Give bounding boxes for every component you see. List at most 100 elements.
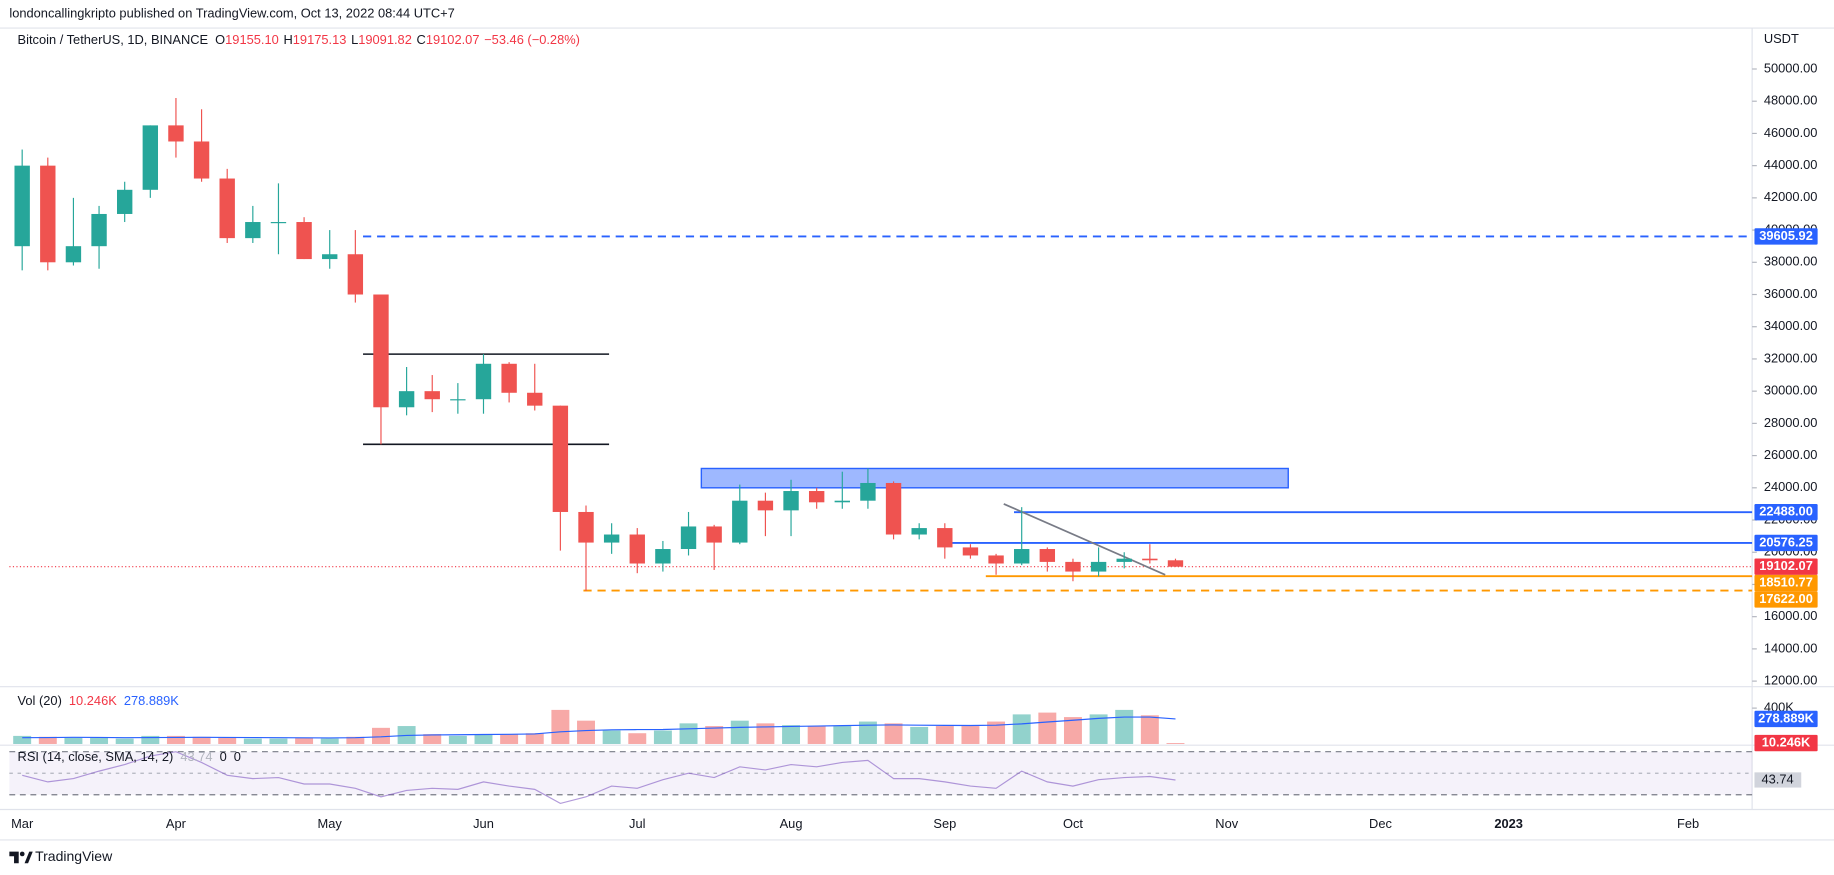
y-tick-label: 44000.00 (1764, 157, 1818, 172)
y-tick-label: 48000.00 (1764, 93, 1818, 108)
volume-bar (1140, 715, 1159, 744)
volume-bar (705, 726, 724, 744)
candle-body (1039, 549, 1056, 562)
volume-bar (474, 735, 493, 744)
price-tag (1754, 558, 1818, 575)
rsi-tag-label: 43.74 (1761, 771, 1793, 786)
candle-body (629, 534, 645, 564)
candle-body (245, 222, 261, 239)
x-tick-label: Mar (11, 816, 34, 831)
rsi-title: RSI (14, close, SMA, 14, 2) (18, 749, 174, 764)
y-tick-label: 26000.00 (1764, 447, 1818, 462)
volume-bar (192, 736, 211, 744)
candle-body (732, 500, 748, 543)
ohlc-value: 19102.07 (426, 32, 480, 47)
price-tag (1754, 591, 1818, 608)
volume-bar (1166, 743, 1185, 744)
volume-bar (64, 737, 83, 744)
volume-bar (628, 733, 647, 744)
y-tick-label: 16000.00 (1764, 608, 1818, 623)
price-tag-label: 17622.00 (1759, 591, 1813, 606)
candle-body (527, 392, 543, 406)
volume-bar (90, 737, 109, 744)
candle-body (937, 528, 953, 548)
candle-body (783, 491, 799, 511)
volume-bar (884, 723, 903, 744)
ohlc-key: H (283, 32, 292, 47)
footer-brand: TradingView (35, 848, 113, 864)
volume-bar (910, 726, 929, 744)
ohlc-key: O (215, 32, 225, 47)
price-tag (1754, 228, 1818, 245)
candle-body (14, 165, 30, 247)
x-tick-label: Jul (629, 816, 645, 831)
volume-bar (525, 733, 544, 744)
trendline (1003, 503, 1166, 576)
price-tag-label: 18510.77 (1759, 574, 1813, 589)
volume-bar (243, 738, 262, 744)
price-tag (1754, 734, 1818, 752)
volume-bar (807, 726, 826, 744)
volume-bar (858, 721, 877, 744)
volume-bar (987, 721, 1006, 744)
volume-bar (13, 735, 32, 744)
candle-body (834, 500, 850, 503)
volume-bar (372, 727, 390, 744)
x-tick-label: Sep (933, 816, 956, 831)
x-tick-label: 2023 (1494, 816, 1523, 831)
volume-bar (320, 738, 339, 744)
volume-bar (653, 730, 672, 744)
candle-body (1167, 560, 1184, 567)
candle-body (706, 526, 722, 543)
candle-body (450, 399, 466, 401)
volume-bar (1115, 709, 1134, 744)
price-tag-label: 20576.25 (1759, 534, 1813, 549)
volume-ma-last: 278.889K (124, 693, 179, 708)
candle-body (655, 549, 671, 564)
candle-body (860, 482, 876, 501)
y-tick-label: 42000.00 (1764, 189, 1818, 204)
x-tick-label: Feb (1677, 816, 1699, 831)
ohlc-value: 19175.13 (293, 32, 347, 47)
candle-body (1116, 558, 1132, 562)
rsi-legend: RSI (14, close, SMA, 14, 2) 43.74 0 0 (18, 749, 241, 764)
volume-bar (346, 736, 365, 744)
price-tag (1754, 503, 1818, 521)
candle-body (578, 511, 594, 543)
zone (700, 467, 1289, 489)
price-tag-label: 10.246K (1762, 734, 1811, 749)
attribution: londoncallingkripto published on Trading… (9, 5, 454, 20)
volume-tick-label: 400K (1764, 700, 1794, 715)
rsi-value: 43.74 (180, 749, 212, 764)
volume-last: 10.246K (69, 693, 117, 708)
volume-bar (115, 738, 134, 744)
volume-legend: Vol (20) 10.246K 278.889K (18, 693, 180, 708)
rsi-extra: 0 (234, 749, 241, 764)
candle-body (142, 125, 159, 190)
x-tick-label: Aug (780, 816, 803, 831)
candle-body (347, 254, 364, 295)
price-tag-label: 278.889K (1758, 710, 1814, 725)
change: −53.46 (−0.28%) (484, 32, 580, 47)
price-tag (1754, 710, 1818, 728)
y-tick-label: 30000.00 (1764, 383, 1818, 398)
volume-bar (756, 723, 775, 744)
volume-ma-line (22, 716, 1176, 739)
ohlc-key: C (417, 32, 426, 47)
volume-bar (295, 737, 314, 744)
candle-body (757, 500, 774, 511)
candle-body (501, 363, 517, 393)
volume-bar (602, 730, 621, 744)
candle-body (270, 222, 287, 224)
candle-body (424, 391, 440, 400)
volume-bar (782, 725, 801, 744)
x-tick-label: Nov (1215, 816, 1238, 831)
candle-body (193, 141, 210, 179)
candle-body (808, 491, 825, 503)
candle-body (1065, 561, 1081, 572)
y-tick-label: 38000.00 (1764, 254, 1818, 269)
candle-body (603, 534, 620, 543)
candle-body (552, 405, 569, 512)
